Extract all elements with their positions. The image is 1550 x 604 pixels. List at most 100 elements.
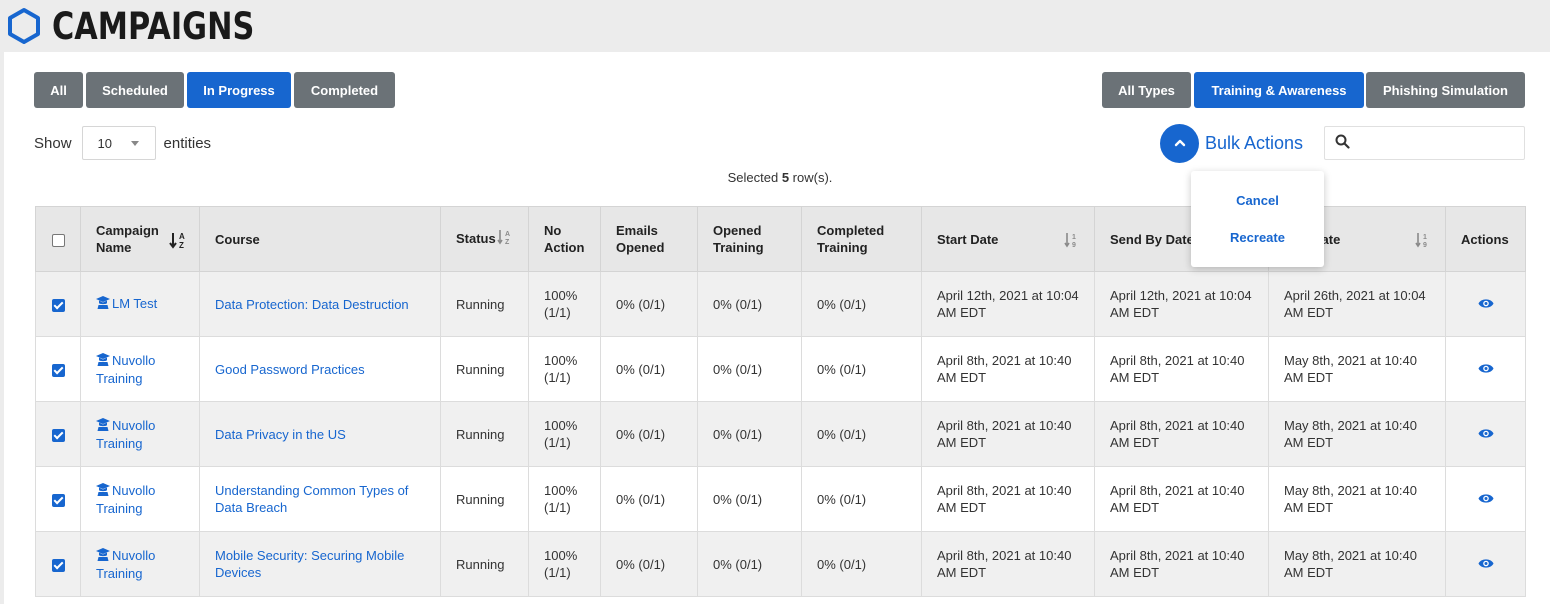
bulk-actions-menu: Cancel Recreate: [1191, 171, 1324, 267]
opened-training-cell: 0% (0/1): [697, 401, 802, 467]
status-cell: Running: [440, 531, 529, 597]
table-row: Nuvollo Training Understanding Common Typ…: [35, 466, 1526, 532]
course-link[interactable]: Understanding Common Types of Data Breac…: [215, 483, 409, 515]
no-action-cell: 100% (1/1): [528, 401, 601, 467]
row-select-cell: [35, 401, 81, 467]
campaign-link[interactable]: Nuvollo Training: [96, 547, 156, 581]
show-label: Show: [34, 134, 72, 152]
svg-text:Z: Z: [179, 241, 184, 249]
campaign-link[interactable]: Nuvollo Training: [96, 417, 156, 451]
header-actions: Actions: [1445, 206, 1526, 272]
search-input[interactable]: [1358, 128, 1534, 158]
view-eye-icon[interactable]: [1478, 361, 1494, 378]
campaign-link[interactable]: Nuvollo Training: [96, 482, 156, 516]
view-eye-icon[interactable]: [1478, 556, 1494, 573]
completed-training-cell: 0% (0/1): [801, 271, 922, 337]
course-link[interactable]: Mobile Security: Securing Mobile Devices: [215, 548, 405, 580]
filter-completed-button[interactable]: Completed: [294, 72, 395, 108]
filter-all-button[interactable]: All: [34, 72, 83, 108]
opened-training-cell: 0% (0/1): [697, 336, 802, 402]
opened-training-cell: 0% (0/1): [697, 271, 802, 337]
send-by-date-cell: April 8th, 2021 at 10:40 AM EDT: [1094, 336, 1269, 402]
row-checkbox[interactable]: [51, 363, 65, 377]
emails-opened-cell: 0% (0/1): [600, 531, 698, 597]
selection-prefix: Selected: [727, 170, 779, 185]
header-completed-training: Completed Training: [801, 206, 922, 272]
header-start-date[interactable]: Start Date 1 9: [921, 206, 1095, 272]
header-status[interactable]: Status A Z: [440, 206, 529, 272]
actions-cell: [1445, 336, 1526, 402]
graduation-cap-icon: [96, 417, 110, 435]
type-all-button[interactable]: All Types: [1102, 72, 1191, 108]
svg-text:9: 9: [1423, 242, 1427, 249]
completed-training-cell: 0% (0/1): [801, 466, 922, 532]
type-phishing-simulation-button[interactable]: Phishing Simulation: [1366, 72, 1525, 108]
selection-suffix: row(s).: [792, 170, 833, 185]
table-row: LM Test Data Protection: Data Destruction…: [35, 271, 1526, 337]
table-row: Nuvollo Training Mobile Security: Securin…: [35, 531, 1526, 597]
table-row: Nuvollo Training Good Password Practices R…: [35, 336, 1526, 402]
bulk-recreate-menu-item[interactable]: Recreate: [1230, 230, 1285, 245]
bulk-actions-label: Bulk Actions: [1205, 132, 1304, 153]
type-training-awareness-button[interactable]: Training & Awareness: [1194, 72, 1364, 108]
page-header: CAMPAIGNS: [0, 0, 1550, 52]
header-opened-training: Opened Training: [697, 206, 802, 272]
entities-label: entities: [163, 134, 212, 152]
end-date-cell: May 8th, 2021 at 10:40 AM EDT: [1268, 401, 1446, 467]
header-no-action: No Action: [528, 206, 601, 272]
start-date-cell: April 12th, 2021 at 10:04 AM EDT: [921, 271, 1095, 337]
row-checkbox[interactable]: [51, 428, 65, 442]
svg-text:A: A: [179, 232, 185, 241]
send-by-date-cell: April 8th, 2021 at 10:40 AM EDT: [1094, 466, 1269, 532]
row-checkbox[interactable]: [51, 493, 65, 507]
course-cell: Good Password Practices: [199, 336, 441, 402]
view-eye-icon[interactable]: [1478, 491, 1494, 508]
send-by-date-cell: April 8th, 2021 at 10:40 AM EDT: [1094, 531, 1269, 597]
status-cell: Running: [440, 271, 529, 337]
table-row: Nuvollo Training Data Privacy in the US Ru…: [35, 401, 1526, 467]
status-cell: Running: [440, 466, 529, 532]
caret-down-icon: [130, 141, 139, 146]
bulk-cancel-menu-item[interactable]: Cancel: [1236, 193, 1279, 208]
campaign-link[interactable]: Nuvollo Training: [96, 352, 156, 386]
row-checkbox[interactable]: [51, 298, 65, 312]
course-cell: Data Protection: Data Destruction: [199, 271, 441, 337]
emails-opened-cell: 0% (0/1): [600, 466, 698, 532]
end-date-cell: May 8th, 2021 at 10:40 AM EDT: [1268, 336, 1446, 402]
row-checkbox[interactable]: [51, 558, 65, 572]
select-all-checkbox[interactable]: [51, 233, 65, 247]
status-cell: Running: [440, 401, 529, 467]
view-eye-icon[interactable]: [1478, 426, 1494, 443]
course-cell: Understanding Common Types of Data Breac…: [199, 466, 441, 532]
header-course[interactable]: Course: [199, 206, 441, 272]
course-link[interactable]: Good Password Practices: [215, 361, 365, 377]
course-cell: Mobile Security: Securing Mobile Devices: [199, 531, 441, 597]
start-date-cell: April 8th, 2021 at 10:40 AM EDT: [921, 466, 1095, 532]
campaign-link[interactable]: LM Test: [96, 296, 157, 311]
selection-summary: Selected 5 row(s).: [0, 170, 1550, 185]
svg-text:Z: Z: [505, 239, 510, 246]
campaigns-table: Campaign Name A Z Course Status A Z No Actio…: [35, 206, 1526, 597]
graduation-cap-icon: [96, 352, 110, 370]
course-link[interactable]: Data Protection: Data Destruction: [215, 296, 409, 312]
view-eye-icon[interactable]: [1478, 296, 1494, 313]
bulk-actions-button[interactable]: Bulk Actions: [1160, 123, 1304, 163]
end-date-cell: May 8th, 2021 at 10:40 AM EDT: [1268, 531, 1446, 597]
no-action-cell: 100% (1/1): [528, 466, 601, 532]
graduation-cap-icon: [96, 482, 110, 500]
row-select-cell: [35, 531, 81, 597]
row-select-cell: [35, 336, 81, 402]
header-campaign-name[interactable]: Campaign Name A Z: [80, 206, 200, 272]
campaign-cell: Nuvollo Training: [80, 466, 200, 532]
filter-scheduled-button[interactable]: Scheduled: [86, 72, 184, 108]
send-by-date-cell: April 12th, 2021 at 10:04 AM EDT: [1094, 271, 1269, 337]
course-link[interactable]: Data Privacy in the US: [215, 426, 346, 442]
filter-in-progress-button[interactable]: In Progress: [187, 72, 291, 108]
page-size-select[interactable]: 10: [81, 126, 156, 160]
end-date-cell: May 8th, 2021 at 10:40 AM EDT: [1268, 466, 1446, 532]
actions-cell: [1445, 401, 1526, 467]
no-action-cell: 100% (1/1): [528, 336, 601, 402]
start-date-cell: April 8th, 2021 at 10:40 AM EDT: [921, 401, 1095, 467]
